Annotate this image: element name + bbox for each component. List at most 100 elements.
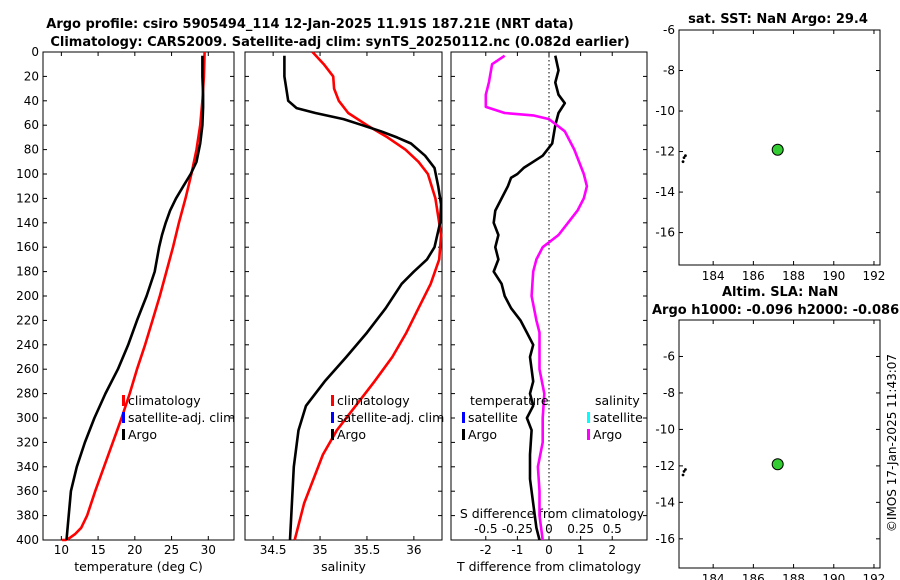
salinity-panel-frame [244,51,443,541]
sal-difference-xtick-label: 0 [545,522,553,536]
sst-map-xtick-label: 184 [702,269,725,283]
temperature-argo-line [65,55,205,541]
temp-difference-xtick-label: -2 [480,543,492,557]
difference-legend-t-satellite-swatch [462,412,465,423]
altim-map-xtick-label: 184 [702,572,725,580]
altim-title1: Altim. SLA: NaN [722,285,838,300]
difference-panel: -2 -1 0 1 2 -0.5 -0.25 0 0.25 0.5S difference fro… [450,51,648,574]
temperature-legend-satellite-label: satellite-adj. clim [128,410,235,425]
temperature-xtick-label: 25 [164,543,179,557]
temperature-legend-argo-swatch [122,429,125,440]
sst-map-ytick-label: -8 [663,64,675,78]
altim-map-ytick-label: -10 [655,422,675,436]
salinity-xtick-label: 36 [406,543,421,557]
temperature-legend-climatology-label: climatology [128,393,201,408]
depth-ytick-label: 60 [24,118,39,132]
temperature-xtick-label: 15 [90,543,105,557]
depth-ytick-label: 380 [16,509,39,523]
temp-difference-xtick-label: 1 [577,543,585,557]
temperature-legend-climatology-swatch [122,395,125,406]
depth-ytick-label: 180 [16,265,39,279]
difference-t-argo-line [492,55,567,541]
sst-map-ytick-label: -16 [655,226,675,240]
depth-ytick-label: 40 [24,94,39,108]
sst-map-frame [678,29,881,266]
depth-ytick-label: 400 [16,533,39,547]
difference-legend-t-satellite-label: satellite [468,410,518,425]
altim-map-xtick-label: 188 [782,572,805,580]
difference-legend-s-argo-label: Argo [593,427,622,442]
depth-ytick-label: 160 [16,240,39,254]
temperature-climatology-line [62,51,206,542]
difference-legend-s-argo-swatch [587,429,590,440]
sst-map-track-dot [682,156,686,160]
salinity-argo-line [283,55,443,541]
salinity-legend-satellite-swatch [331,412,334,423]
depth-ytick-label: 260 [16,362,39,376]
difference-legend-s-satellite-label: satellite [593,410,643,425]
sst-title: sat. SST: NaN Argo: 29.4 [688,12,868,27]
sst-map-xtick-label: 186 [742,269,765,283]
salinity-xlabel: salinity [321,559,366,574]
salinity-xtick-label: 35 [312,543,327,557]
altim-map-argo-location-marker [771,458,784,471]
altim-map-frame [678,319,881,569]
salinity-legend-argo-swatch [331,429,334,440]
depth-ytick-label: 320 [16,435,39,449]
temperature-xlabel: temperature (deg C) [74,559,203,574]
sal-difference-xtick-label: 0.25 [567,522,594,536]
altim-map-track-dot [684,468,687,471]
sal-difference-xtick-label: -0.5 [474,522,497,536]
difference-legend-salinity-title: salinity [595,393,640,408]
sal-difference-xtick-label: -0.25 [502,522,533,536]
salinity-legend-argo-label: Argo [337,427,366,442]
temperature-xtick-label: 30 [201,543,216,557]
sst-map-track-dot [681,160,685,164]
altim-map-ytick-label: -6 [663,349,675,363]
salinity-panel: 34.5 35 35.5 36 salinity climatology satellite… [244,51,444,574]
sst-map-ytick-label: -12 [655,145,675,159]
altim-map-ytick-label: -14 [655,495,675,509]
title-line1: Argo profile: csiro 5905494_114 12-Jan-2… [46,17,573,32]
depth-ytick-label: 80 [24,143,39,157]
temperature-legend-argo-label: Argo [128,427,157,442]
difference-s-argo-line [484,54,589,541]
temp-difference-xtick-label: 2 [608,543,616,557]
temperature-panel-frame [42,51,235,541]
difference-legend-s-satellite-swatch [587,412,590,423]
salinity-legend-satellite-label: satellite-adj. clim [337,410,444,425]
altim-map-panel: 184 186 188 190 192 -6 -8 -10 -12 -14 -16 [655,319,886,580]
title-line2: Climatology: CARS2009. Satellite-adj cli… [50,35,629,50]
salinity-xtick-label: 34.5 [260,543,287,557]
depth-ytick-label: 200 [16,289,39,303]
altim-map-xtick-label: 192 [863,572,886,580]
depth-ytick-label: 240 [16,338,39,352]
sst-map-xtick-label: 190 [822,269,845,283]
temperature-xtick-label: 10 [54,543,69,557]
temperature-xtick-label: 20 [127,543,142,557]
sst-map-ytick-label: -6 [663,23,675,37]
timestamp: ©IMOS 17-Jan-2025 11:43:07 [885,354,899,532]
temp-difference-xtick-label: 0 [545,543,553,557]
salinity-legend-climatology-swatch [331,395,334,406]
altim-map-track-dot [681,473,685,477]
depth-ytick-label: 140 [16,216,39,230]
altim-map-ytick-label: -8 [663,386,675,400]
temp-difference-xtick-label: -1 [511,543,523,557]
depth-ytick-label: 280 [16,387,39,401]
salinity-xtick-label: 35.5 [354,543,381,557]
depth-ytick-label: 360 [16,484,39,498]
depth-ytick-label: 300 [16,411,39,425]
salinity-climatology-line [293,51,443,541]
sst-map-panel: 184 186 188 190 192 -6 -8 -10 -12 -14 -16 [655,23,885,283]
altim-map-ytick-label: -16 [655,532,675,546]
depth-ytick-label: 0 [31,45,39,59]
temperature-legend-satellite-swatch [122,412,125,423]
altim-map-xtick-label: 186 [742,572,765,580]
sst-map-ytick-label: -14 [655,185,675,199]
sst-map-xtick-label: 188 [782,269,805,283]
difference-legend-t-argo-label: Argo [468,427,497,442]
sst-map-ytick-label: -10 [655,104,675,118]
temp-difference-xlabel: T difference from climatology [456,559,642,574]
